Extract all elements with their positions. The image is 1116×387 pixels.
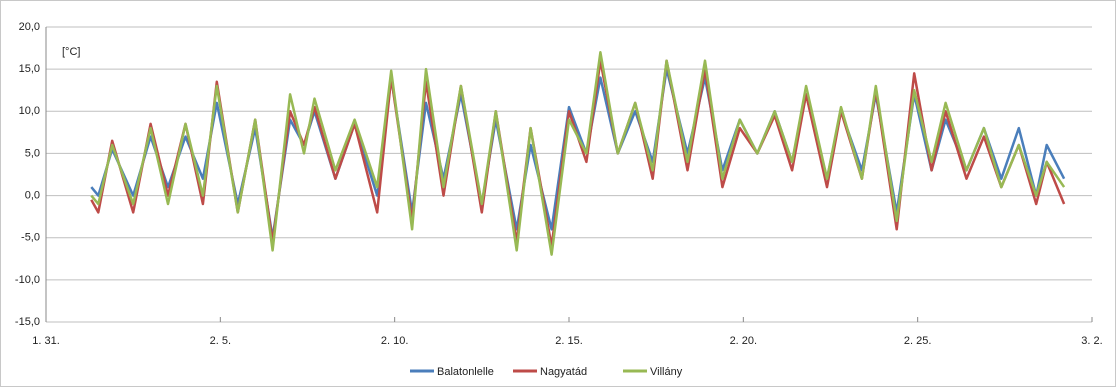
x-tick-label: 1. 31. (32, 335, 60, 347)
x-tick-label: 2. 25. (904, 335, 932, 347)
legend-label: Nagyatád (540, 366, 587, 378)
x-tick-label: 2. 10. (381, 335, 409, 347)
y-tick-label: 0,0 (25, 189, 40, 201)
y-tick-label: 20,0 (19, 21, 40, 33)
x-tick-label: 2. 20. (730, 335, 758, 347)
legend-label: Balatonlelle (437, 366, 494, 378)
series-line (90, 51, 1066, 256)
y-tick-label: -5,0 (21, 232, 40, 244)
y-tick-label: 10,0 (19, 105, 40, 117)
y-tick-label: -10,0 (15, 274, 40, 286)
x-tick-label: 2. 5. (210, 335, 231, 347)
legend-label: Villány (650, 366, 683, 378)
x-tick-label: 2. 15. (555, 335, 583, 347)
y-tick-label: -15,0 (15, 316, 40, 328)
y-tick-label: 5,0 (25, 147, 40, 159)
x-tick-label: 3. 2. (1081, 335, 1102, 347)
y-unit-annotation: [°C] (62, 46, 80, 58)
y-tick-label: 15,0 (19, 63, 40, 75)
